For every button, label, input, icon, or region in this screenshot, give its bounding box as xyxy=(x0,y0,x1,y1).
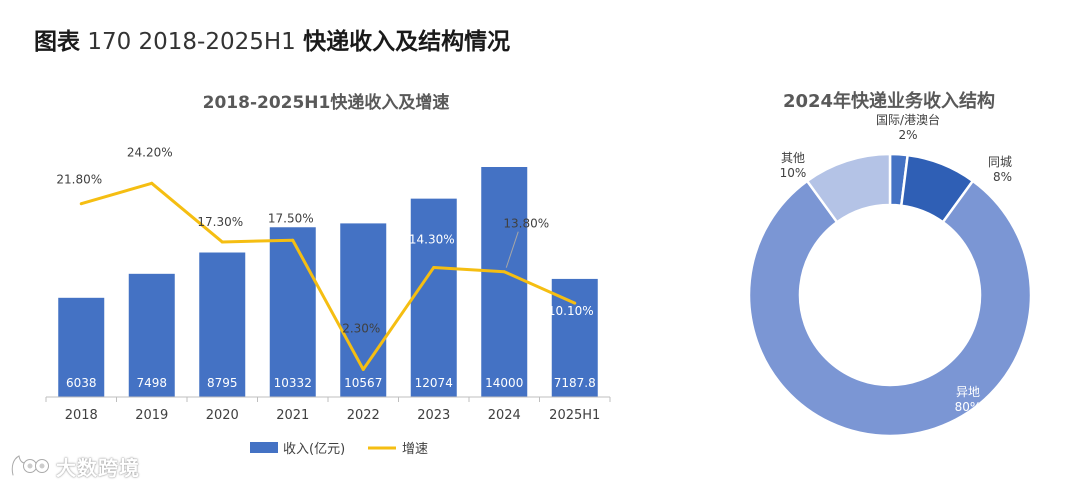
owl-logo-icon xyxy=(10,453,49,477)
growth-point xyxy=(573,301,577,305)
growth-point xyxy=(79,202,83,206)
revenue-bar xyxy=(410,198,457,397)
figure-label: 图表 xyxy=(34,29,80,55)
bar-value-label: 10567 xyxy=(344,376,382,390)
figure-number: 170 2018-2025H1 xyxy=(87,29,296,55)
revenue-bar xyxy=(481,167,528,397)
growth-value-label: 21.80% xyxy=(56,173,102,187)
revenue-bar xyxy=(199,252,246,397)
bar-value-label: 14000 xyxy=(485,376,523,390)
growth-value-label: 10.10% xyxy=(548,304,594,318)
watermark: 大数跨境 xyxy=(10,452,140,480)
donut-slice-label: 同城 xyxy=(988,155,1012,169)
x-tick-label: 2022 xyxy=(347,408,380,423)
figure-title-text: 快递收入及结构情况 xyxy=(303,29,511,55)
bar-value-label: 7498 xyxy=(136,376,167,390)
bar-value-label: 10332 xyxy=(274,376,312,390)
growth-point xyxy=(361,367,365,371)
x-tick-label: 2018 xyxy=(65,408,98,423)
x-tick-label: 2023 xyxy=(417,408,450,423)
donut-chart-title: 2024年快递业务收入结构 xyxy=(783,90,995,112)
growth-value-label: 14.30% xyxy=(409,232,455,246)
growth-value-label: 17.50% xyxy=(268,211,314,225)
growth-value-label: 17.30% xyxy=(197,215,243,229)
watermark-text: 大数跨境 xyxy=(56,455,140,480)
revenue-bar xyxy=(269,227,316,397)
donut-slice-pct: 10% xyxy=(780,166,807,180)
label-leader-line xyxy=(505,231,519,268)
x-tick-label: 2024 xyxy=(488,408,521,423)
legend-label-growth: 增速 xyxy=(402,442,428,457)
legend-swatch-revenue xyxy=(250,442,278,453)
donut-slice-label: 异地 xyxy=(956,385,980,399)
figure-title: 图表 170 2018-2025H1 快递收入及结构情况 xyxy=(34,22,510,56)
donut-slice-label: 其他 xyxy=(781,151,805,165)
growth-point xyxy=(291,238,295,242)
donut-slice-pct: 8% xyxy=(993,170,1012,184)
donut-slice xyxy=(747,179,1033,438)
legend-label-revenue: 收入(亿元) xyxy=(283,442,345,457)
bar-value-label: 8795 xyxy=(207,376,238,390)
revenue-bar xyxy=(551,278,598,397)
bar-value-label: 7187.8 xyxy=(554,376,596,390)
growth-value-label: 2.30% xyxy=(342,321,380,335)
growth-value-label: 13.80% xyxy=(503,217,549,231)
growth-value-label: 24.20% xyxy=(127,145,173,159)
x-tick-label: 2021 xyxy=(276,408,309,423)
bar-value-label: 12074 xyxy=(415,376,453,390)
x-tick-label: 2019 xyxy=(135,408,168,423)
growth-line xyxy=(80,181,576,371)
bar-value-label: 6038 xyxy=(66,376,97,390)
growth-point xyxy=(220,240,224,244)
growth-point xyxy=(432,265,436,269)
growth-point xyxy=(150,181,154,185)
bar-chart-title: 2018-2025H1快递收入及增速 xyxy=(203,92,450,113)
x-tick-label: 2025H1 xyxy=(549,408,600,423)
donut-slice-label: 国际/港澳台 xyxy=(876,112,940,127)
growth-point xyxy=(502,270,506,274)
donut-slice-pct: 2% xyxy=(898,128,917,142)
donut-slice xyxy=(805,152,892,224)
revenue-bar xyxy=(340,223,387,397)
x-tick-label: 2020 xyxy=(206,408,239,423)
donut-slice-pct: 80% xyxy=(955,400,982,414)
revenue-bar xyxy=(128,273,175,397)
revenue-bar xyxy=(58,297,105,397)
